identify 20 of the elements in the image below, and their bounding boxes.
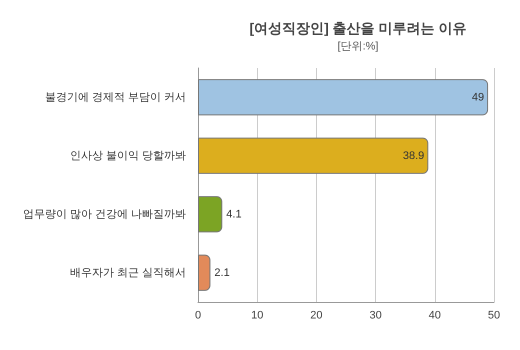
y-tick-label: 불경기에 경제적 부담이 커서: [44, 91, 186, 104]
bar: [198, 138, 428, 174]
x-tick-label: 40: [428, 310, 441, 322]
chart-subtitle: [단위:%]: [338, 40, 378, 52]
bar: [198, 79, 488, 116]
y-tick-label: 업무량이 많아 건강에 나빠질까봐: [22, 208, 186, 220]
data-label: 49: [472, 91, 484, 104]
y-tick-label: 배우자가 최근 실직해서: [70, 266, 186, 279]
data-label: 38.9: [402, 150, 424, 162]
data-label: 2.1: [214, 266, 230, 279]
y-tick-label: 인사상 불이익 당할까봐: [70, 150, 186, 162]
x-tick-label: 30: [369, 310, 382, 322]
bar: [198, 254, 210, 291]
data-label: 4.1: [226, 208, 242, 220]
x-tick-label: 0: [194, 310, 202, 322]
x-tick-label: 50: [488, 310, 500, 322]
x-tick-label: 10: [251, 310, 264, 322]
bar: [198, 196, 222, 232]
x-tick-label: 20: [310, 310, 323, 322]
chart-title: [여성직장인] 출산을 미루려는 이유: [250, 20, 466, 36]
